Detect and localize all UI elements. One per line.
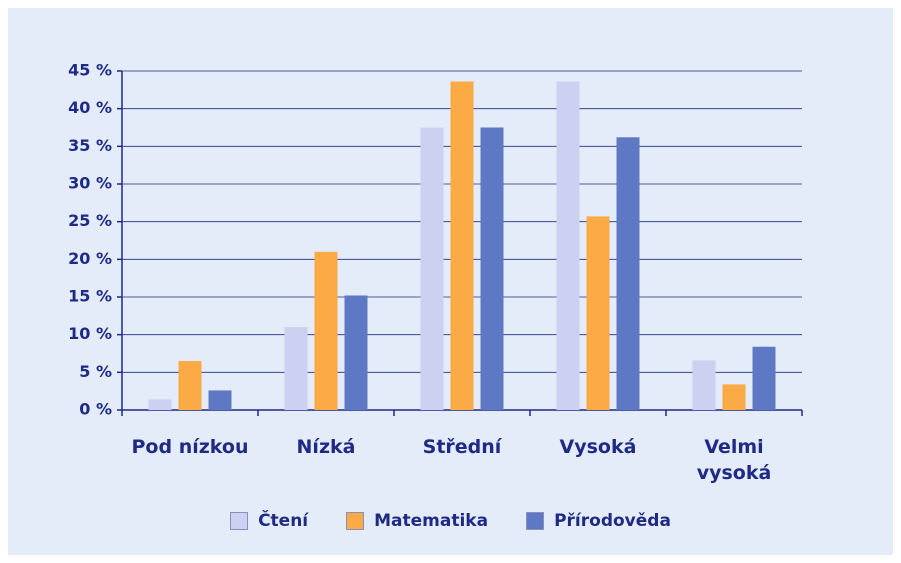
- legend-swatch: [526, 512, 545, 530]
- legend: Čtení Matematika Přírodověda: [8, 511, 893, 531]
- legend-label: Přírodověda: [554, 511, 671, 531]
- x-tick-label: Pod nízkou: [131, 436, 249, 458]
- legend-swatch: [230, 512, 249, 530]
- bar: [616, 137, 640, 410]
- chart-panel: 0 % 5 % 10 % 15 % 20 % 25 % 30 % 35 % 40 % 45 % Č…: [8, 8, 893, 555]
- bar: [752, 346, 776, 410]
- bar: [450, 81, 474, 411]
- chart: 0 % 5 % 10 % 15 % 20 % 25 % 30 % 35 % 40 % 45 %: [68, 61, 803, 419]
- y-tick-label: 25 %: [68, 211, 112, 230]
- y-tick-label: 35 %: [68, 136, 112, 155]
- legend-item: Čtení: [230, 511, 308, 531]
- bar: [480, 127, 504, 410]
- bar: [208, 390, 232, 410]
- y-tick-label: 20 %: [68, 249, 112, 268]
- legend-item: Matematika: [346, 511, 488, 531]
- bar: [692, 360, 716, 410]
- y-tick-label: 10 %: [68, 324, 112, 343]
- bar: [314, 251, 338, 410]
- bar: [148, 399, 172, 410]
- bar: [178, 361, 202, 410]
- x-tick-label: Nízká: [296, 436, 356, 458]
- legend-item: Přírodověda: [526, 511, 671, 531]
- legend-label: Matematika: [374, 511, 489, 531]
- y-tick-label: 30 %: [68, 174, 112, 193]
- bar: [556, 81, 580, 411]
- bar: [344, 295, 368, 410]
- bar: [284, 327, 308, 410]
- x-tick-label: Velmi vysoká: [696, 436, 772, 484]
- y-tick-label: 45 %: [68, 61, 112, 80]
- y-tick-label: 0 %: [79, 400, 112, 419]
- bar: [420, 127, 444, 410]
- bar: [586, 216, 610, 410]
- x-tick-label: Vysoká: [559, 436, 637, 458]
- y-tick-label: 40 %: [68, 98, 112, 117]
- legend-swatch: [346, 512, 365, 530]
- legend-label: Čtení: [258, 511, 309, 531]
- y-tick-label: 15 %: [68, 287, 112, 306]
- y-tick-label: 5 %: [79, 362, 112, 381]
- bar: [722, 384, 746, 410]
- x-tick-label: Střední: [422, 436, 502, 458]
